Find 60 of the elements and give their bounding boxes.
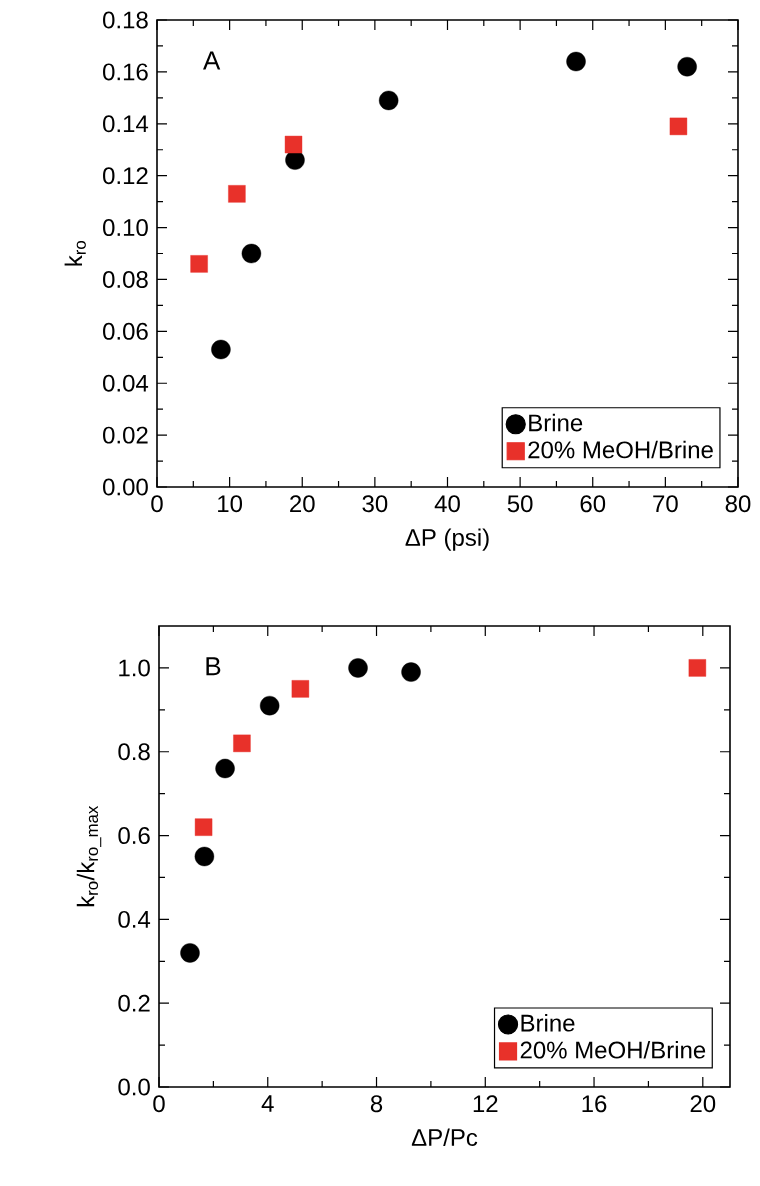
x-tick-label: 50 bbox=[507, 495, 533, 513]
point bbox=[401, 662, 421, 682]
point bbox=[677, 57, 697, 77]
y-tick-label: 0.06 bbox=[103, 322, 148, 340]
x-tick-label: 10 bbox=[218, 495, 243, 513]
point bbox=[241, 243, 262, 264]
point bbox=[669, 117, 688, 136]
point bbox=[688, 659, 707, 677]
legend-label: 20% MeOH/Brine bbox=[528, 440, 713, 459]
y-tick-label: 0.2 bbox=[118, 994, 150, 1012]
legend-label: Brine bbox=[529, 413, 583, 432]
point bbox=[180, 943, 200, 963]
x-axis-title: ΔP/Pc bbox=[411, 1128, 478, 1147]
y-tick-label: 0.4 bbox=[118, 910, 151, 928]
y-tick-label: 0.8 bbox=[118, 743, 150, 761]
annotation: A bbox=[203, 51, 221, 70]
x-tick-label: 0 bbox=[151, 495, 163, 513]
point bbox=[233, 734, 251, 753]
x-tick-label: 0 bbox=[153, 1095, 165, 1113]
x-axis-title: ΔP (psi) bbox=[405, 528, 489, 551]
y-tick-label: 0.14 bbox=[103, 115, 149, 133]
x-tick-label: 70 bbox=[653, 495, 678, 513]
point bbox=[284, 135, 303, 154]
y-tick-label: 0.00 bbox=[103, 478, 148, 496]
y-axis-title: k$_{ro}$/k$_{ro_max}$ bbox=[76, 805, 102, 907]
y-tick-label: 0.18 bbox=[103, 11, 148, 29]
y-tick-label: 0.12 bbox=[103, 167, 148, 185]
y-tick-label: 0.10 bbox=[103, 219, 148, 237]
x-tick-label: 30 bbox=[362, 495, 388, 513]
point bbox=[194, 846, 215, 867]
y-tick-label: 1.0 bbox=[119, 659, 150, 677]
point bbox=[194, 818, 213, 836]
x-tick-label: 12 bbox=[473, 1095, 498, 1112]
x-tick-label: 40 bbox=[434, 495, 460, 513]
point bbox=[190, 255, 208, 273]
y-tick-label: 0.16 bbox=[103, 63, 148, 81]
point bbox=[566, 51, 586, 72]
legend-label: 20% MeOH/Brine bbox=[520, 1040, 706, 1059]
y-tick-label: 0.04 bbox=[103, 374, 149, 392]
x-tick-label: 20 bbox=[690, 1095, 716, 1113]
point bbox=[291, 680, 310, 698]
y-tick-label: 0.0 bbox=[118, 1078, 150, 1096]
x-tick-label: 60 bbox=[580, 495, 606, 513]
y-tick-label: 0.08 bbox=[103, 270, 148, 288]
legend-label: Brine bbox=[521, 1013, 575, 1032]
x-tick-label: 4 bbox=[261, 1095, 274, 1112]
point bbox=[259, 695, 280, 716]
x-tick-label: 80 bbox=[725, 495, 751, 513]
point bbox=[211, 339, 231, 360]
x-tick-label: 16 bbox=[582, 1095, 607, 1113]
point bbox=[378, 90, 399, 111]
y-axis-title: k$_{ro}$ bbox=[64, 240, 86, 266]
point bbox=[348, 658, 368, 678]
point bbox=[215, 758, 235, 779]
y-tick-label: 0.6 bbox=[118, 827, 150, 845]
x-tick-label: 8 bbox=[370, 1095, 383, 1113]
x-tick-label: 20 bbox=[290, 495, 315, 513]
y-tick-label: 0.02 bbox=[103, 426, 148, 444]
point bbox=[228, 185, 246, 203]
annotation: B bbox=[206, 657, 221, 676]
